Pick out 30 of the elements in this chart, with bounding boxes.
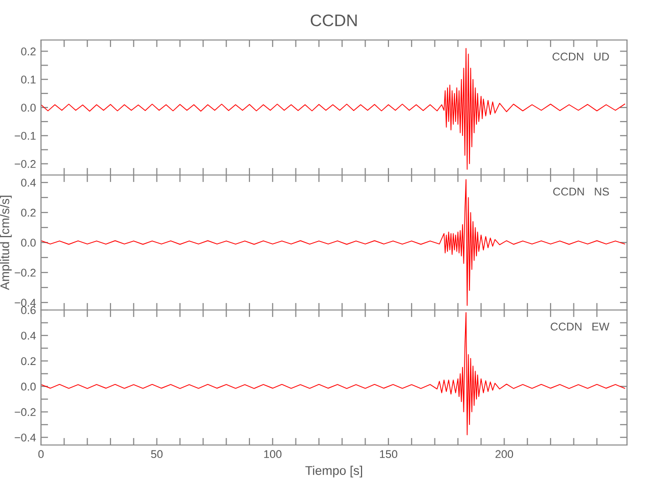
y-axis-title: Amplitud [cm/s/s]	[0, 196, 12, 290]
x-tick-label: 0	[38, 450, 44, 458]
y-tick-label: 0.2	[21, 48, 36, 56]
y-tick-label: 0.6	[21, 306, 36, 314]
x-axis-title: Tiempo [s]	[305, 466, 362, 478]
y-tick-label: 0.0	[21, 382, 36, 391]
y-tick-label: −0.4	[14, 434, 36, 442]
x-tick-label: 100	[264, 450, 282, 458]
x-tick-label: 200	[496, 450, 514, 458]
y-tick-label: −0.4	[14, 298, 36, 307]
y-tick-label: 0.2	[21, 357, 36, 366]
annotation: CCDN NS	[553, 188, 609, 196]
annotation: CCDN EW	[550, 322, 610, 331]
y-tick-label: −0.2	[14, 408, 36, 416]
y-tick-label: −0.1	[14, 132, 36, 140]
line-series	[41, 312, 626, 436]
y-tick-label: 0.0	[21, 238, 36, 247]
x-tick-label: 50	[151, 450, 163, 458]
y-tick-label: 0.0	[21, 104, 36, 112]
y-tick-label: 0.1	[21, 76, 36, 84]
line-series	[41, 179, 626, 306]
y-tick-label: −0.2	[14, 268, 36, 277]
y-tick-label: −0.2	[14, 160, 36, 168]
y-tick-label: 0.2	[21, 208, 36, 217]
line-series	[41, 48, 626, 170]
chart-title: CCDN	[310, 14, 357, 26]
x-tick-label: 150	[380, 450, 398, 458]
y-tick-label: 0.4	[21, 178, 36, 187]
y-tick-label: 0.4	[21, 332, 36, 340]
annotation: CCDN UD	[552, 52, 609, 61]
